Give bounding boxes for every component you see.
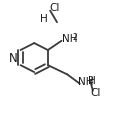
Text: Cl: Cl [49, 3, 59, 13]
Text: N: N [9, 52, 17, 65]
Text: 2: 2 [87, 75, 92, 84]
Text: 2: 2 [72, 32, 77, 41]
Text: NH: NH [62, 34, 77, 44]
Text: H: H [40, 14, 47, 24]
Text: Cl: Cl [90, 87, 100, 97]
Text: H: H [88, 75, 95, 85]
Text: NH: NH [77, 77, 92, 87]
